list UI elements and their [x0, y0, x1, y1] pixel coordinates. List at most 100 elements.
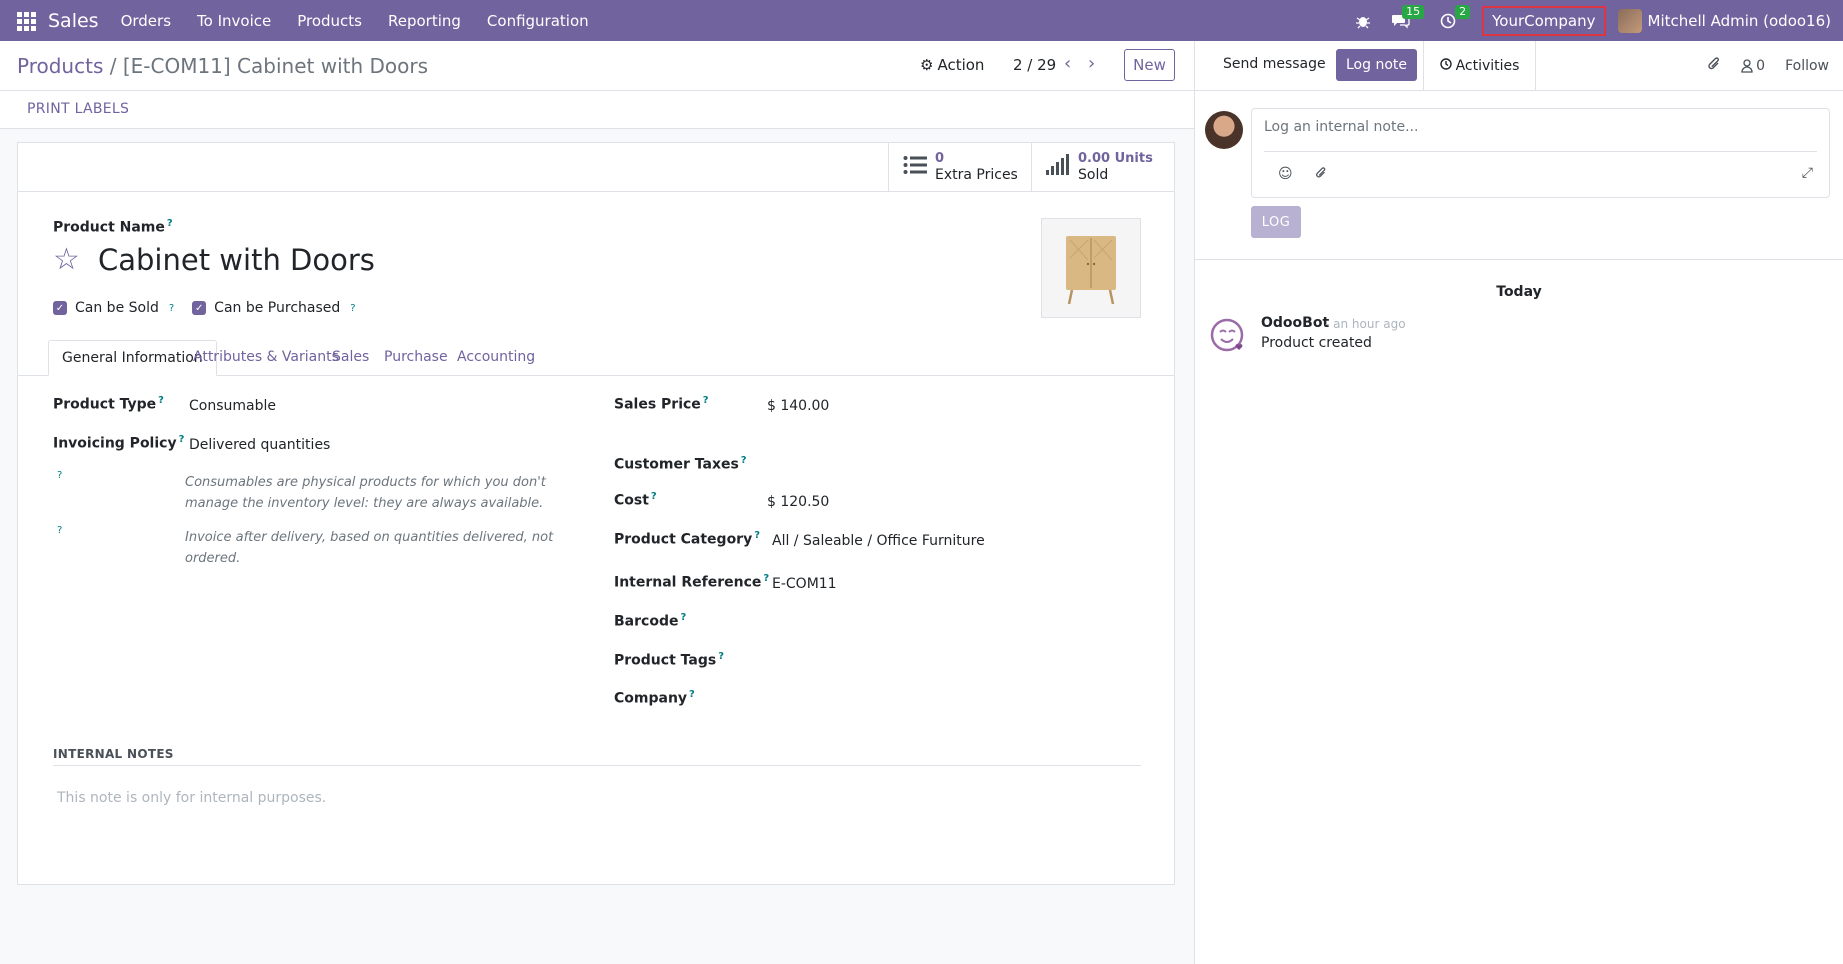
tab-general-information[interactable]: General Information: [48, 340, 217, 376]
company-label: Company?: [614, 689, 695, 707]
company-switcher[interactable]: YourCompany: [1482, 5, 1606, 36]
product-category-select[interactable]: All / Saleable / Office Furniture: [772, 533, 985, 549]
user-menu[interactable]: Mitchell Admin (odoo16): [1647, 11, 1832, 30]
chatter-panel: Send message Log note Activities 0 Follo…: [1194, 41, 1843, 964]
invoicing-policy-help: Invoice after delivery, based on quantit…: [185, 530, 554, 566]
signal-icon: [1046, 154, 1070, 180]
check-icon: ✓: [192, 301, 207, 315]
invoicing-policy-label: Invoicing Policy?: [53, 434, 185, 452]
messages-badge: 15: [1402, 4, 1425, 19]
product-name-label: Product Name?: [53, 218, 173, 236]
extra-prices-button[interactable]: 0 Extra Prices: [888, 143, 1031, 191]
units-sold-label: Sold: [1078, 167, 1109, 183]
extra-prices-value: 0: [935, 151, 945, 166]
message-author[interactable]: OdooBot: [1261, 315, 1330, 331]
menu-orders[interactable]: Orders: [120, 11, 172, 30]
followers-button[interactable]: 0: [1741, 58, 1765, 74]
customer-taxes-label: Customer Taxes?: [614, 455, 747, 473]
note-input[interactable]: Log an internal note...: [1264, 119, 1419, 135]
units-sold-button[interactable]: 0.00 Units Sold: [1031, 143, 1174, 191]
activities-clock-icon[interactable]: 2: [1440, 4, 1471, 29]
menu-products[interactable]: Products: [297, 11, 362, 30]
form-sheet: 0 Extra Prices 0.00 Units Sold Product N…: [17, 142, 1175, 885]
product-type-select[interactable]: Consumable: [189, 398, 276, 414]
user-avatar[interactable]: [1617, 8, 1642, 33]
notebook-tabs: General Information Attributes & Variant…: [18, 340, 1174, 376]
can-be-purchased-checkbox[interactable]: ✓ Can be Purchased?: [192, 300, 356, 316]
help-tooltip-icon[interactable]: ?: [57, 470, 63, 481]
top-navbar: Sales Orders To Invoice Products Reporti…: [0, 0, 1843, 41]
sales-price-label: Sales Price?: [614, 395, 709, 413]
action-button[interactable]: ⚙ Action: [920, 56, 984, 74]
product-name-input[interactable]: Cabinet with Doors: [98, 243, 375, 277]
breadcrumb-current: [E-COM11] Cabinet with Doors: [122, 54, 429, 78]
tab-accounting[interactable]: Accounting: [457, 349, 536, 365]
extra-prices-label: Extra Prices: [935, 167, 1018, 183]
product-category-label: Product Category?: [614, 530, 761, 548]
pager-value[interactable]: 2 / 29: [1013, 56, 1057, 74]
product-image[interactable]: [1041, 218, 1141, 318]
emoji-icon[interactable]: ☺: [1278, 166, 1293, 182]
help-tooltip-icon[interactable]: ?: [57, 525, 63, 536]
menu-reporting[interactable]: Reporting: [388, 11, 461, 30]
product-type-label: Product Type?: [53, 395, 164, 413]
gear-icon: ⚙: [920, 56, 934, 74]
product-tags-label: Product Tags?: [614, 651, 724, 669]
paperclip-icon[interactable]: [1707, 56, 1721, 76]
clock-icon: [1439, 58, 1452, 74]
barcode-label: Barcode?: [614, 612, 687, 630]
messages-icon[interactable]: 15: [1391, 4, 1425, 29]
print-labels-button[interactable]: PRINT LABELS: [27, 101, 130, 117]
log-button[interactable]: LOG: [1251, 206, 1301, 238]
menu-configuration[interactable]: Configuration: [486, 11, 589, 30]
product-flags: ✓ Can be Sold? ✓ Can be Purchased?: [53, 300, 356, 316]
chatter-right-tools: 0 Follow: [1707, 56, 1829, 76]
tab-sales[interactable]: Sales: [332, 349, 370, 365]
app-brand[interactable]: Sales: [48, 9, 99, 32]
internal-reference-input[interactable]: E-COM11: [772, 576, 837, 592]
send-message-button[interactable]: Send message: [1223, 56, 1326, 72]
cost-input[interactable]: $ 120.50: [767, 494, 830, 510]
new-button[interactable]: New: [1124, 49, 1175, 81]
action-label: Action: [937, 56, 985, 74]
activities-button[interactable]: Activities: [1423, 41, 1536, 91]
breadcrumb-separator: /: [109, 54, 117, 78]
log-note-button[interactable]: Log note: [1336, 49, 1417, 81]
cabinet-image-icon: [1066, 236, 1116, 305]
chatter-topbar: Send message Log note Activities 0 Follo…: [1195, 41, 1843, 91]
message-body: Product created: [1261, 335, 1372, 351]
apps-menu-icon[interactable]: [17, 11, 37, 31]
units-sold-value: 0.00 Units: [1078, 151, 1153, 166]
smart-button-box: 0 Extra Prices 0.00 Units Sold: [18, 143, 1174, 192]
current-user-avatar: [1205, 111, 1243, 149]
message-time: - an hour ago: [1325, 317, 1406, 331]
breadcrumb-products[interactable]: Products: [17, 54, 104, 78]
internal-notes-input[interactable]: This note is only for internal purposes.: [57, 790, 327, 806]
expand-icon[interactable]: ⤢: [1801, 165, 1813, 181]
activities-badge: 2: [1455, 4, 1471, 19]
pager-previous-icon[interactable]: ‹: [1064, 53, 1072, 74]
status-bar: PRINT LABELS: [0, 91, 1194, 129]
cost-label: Cost?: [614, 491, 657, 509]
debug-bug-icon[interactable]: [1355, 13, 1371, 29]
product-type-help: Consumables are physical products for wh…: [185, 475, 546, 511]
tab-attributes-variants[interactable]: Attributes & Variants: [193, 349, 339, 365]
note-composer: Log an internal note... ☺ ⤢: [1251, 108, 1830, 198]
list-icon: [903, 155, 927, 179]
sales-price-input[interactable]: $ 140.00: [767, 398, 830, 414]
date-separator: Today: [1496, 284, 1542, 300]
follow-button[interactable]: Follow: [1785, 58, 1829, 74]
internal-notes-title: INTERNAL NOTES: [53, 747, 174, 761]
invoicing-policy-select[interactable]: Delivered quantities: [189, 437, 331, 453]
attachment-icon[interactable]: [1315, 166, 1327, 184]
can-be-sold-checkbox[interactable]: ✓ Can be Sold?: [53, 300, 174, 316]
pager-next-icon[interactable]: ›: [1088, 53, 1096, 74]
internal-notes-divider: [53, 765, 1141, 766]
tab-purchase[interactable]: Purchase: [384, 349, 448, 365]
check-icon: ✓: [53, 301, 67, 315]
user-icon: [1741, 59, 1753, 73]
odoobot-avatar: [1209, 317, 1247, 355]
breadcrumb: Products / [E-COM11] Cabinet with Doors: [17, 54, 428, 78]
favorite-star-icon[interactable]: ☆: [53, 242, 80, 277]
menu-to-invoice[interactable]: To Invoice: [197, 11, 272, 30]
